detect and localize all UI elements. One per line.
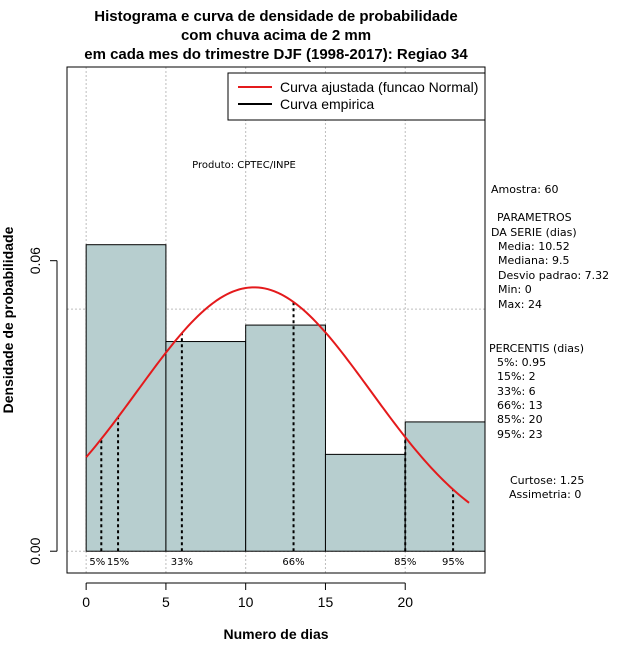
axes: 0 5 10 15 20 0.00 0.06 [27, 247, 413, 610]
x-tick-label-0: 0 [82, 594, 90, 610]
stat-percentis-title: PERCENTIS (dias) [489, 342, 584, 355]
legend-fitted-label: Curva ajustada (funcao Normal) [280, 79, 478, 95]
y-tick-label-0: 0.00 [27, 537, 43, 564]
x-axis-label: Numero de dias [223, 626, 328, 642]
stat-p85: 85%: 20 [497, 413, 543, 426]
stat-p66: 66%: 13 [497, 399, 543, 412]
stats-panel: Amostra: 60 PARAMETROS DA SERIE (dias) M… [489, 183, 609, 501]
product-label: Produto: CPTEC/INPE [192, 160, 296, 171]
stat-media: Media: 10.52 [498, 240, 570, 253]
percentile-label-5: 95% [442, 557, 464, 568]
stat-desvio: Desvio padrao: 7.32 [498, 269, 609, 282]
legend: Curva ajustada (funcao Normal) Curva emp… [227, 72, 486, 121]
stat-curtose: Curtose: 1.25 [510, 474, 584, 487]
stat-mediana: Mediana: 9.5 [498, 254, 569, 267]
legend-box [227, 72, 486, 121]
histogram-bar-4 [404, 421, 486, 552]
y-axis-label: Densidade de probabilidade [0, 226, 16, 413]
stat-parametros-title-1: PARAMETROS [497, 211, 572, 224]
percentile-label-3: 66% [282, 557, 304, 568]
chart-title-line-2: com chuva acima de 2 mm [181, 27, 371, 44]
stat-p15: 15%: 2 [497, 370, 536, 383]
chart-title-line-3: em cada mes do trimestre DJF (1998-2017)… [84, 46, 468, 63]
stat-amostra: Amostra: 60 [491, 183, 558, 196]
fitted-normal-curve [85, 286, 470, 504]
stat-parametros-title-2: DA SERIE (dias) [491, 226, 577, 239]
stat-p33: 33%: 6 [497, 385, 536, 398]
legend-empirical-label: Curva empirica [280, 96, 374, 112]
stat-p95: 95%: 23 [497, 428, 543, 441]
fitted-curve-group [85, 286, 470, 504]
percentile-label-4: 85% [394, 557, 416, 568]
histogram-bar-3 [324, 453, 406, 552]
histogram-bar-2 [245, 324, 326, 552]
x-tick-label-1: 5 [162, 594, 170, 610]
x-tick-label-2: 10 [238, 594, 254, 610]
chart-title-line-1: Histograma e curva de densidade de proba… [94, 8, 457, 25]
stat-p5: 5%: 0.95 [497, 356, 546, 369]
percentile-label-1: 15% [107, 557, 129, 568]
histogram-bars [85, 244, 486, 552]
plot-frame [66, 66, 486, 574]
stat-assimetria: Assimetria: 0 [509, 488, 581, 501]
stat-max: Max: 24 [498, 298, 542, 311]
histogram-bar-0 [85, 244, 167, 552]
histogram-bar-1 [165, 341, 247, 552]
percentile-label-2: 33% [171, 557, 193, 568]
percentile-label-0: 5% [89, 557, 105, 568]
percentile-lines: 5% 15% 33% 66% 85% 95% [89, 302, 464, 568]
x-tick-label-3: 15 [318, 594, 334, 610]
y-tick-label-1: 0.06 [27, 247, 43, 274]
stat-min: Min: 0 [498, 283, 532, 296]
x-tick-label-4: 20 [397, 594, 413, 610]
